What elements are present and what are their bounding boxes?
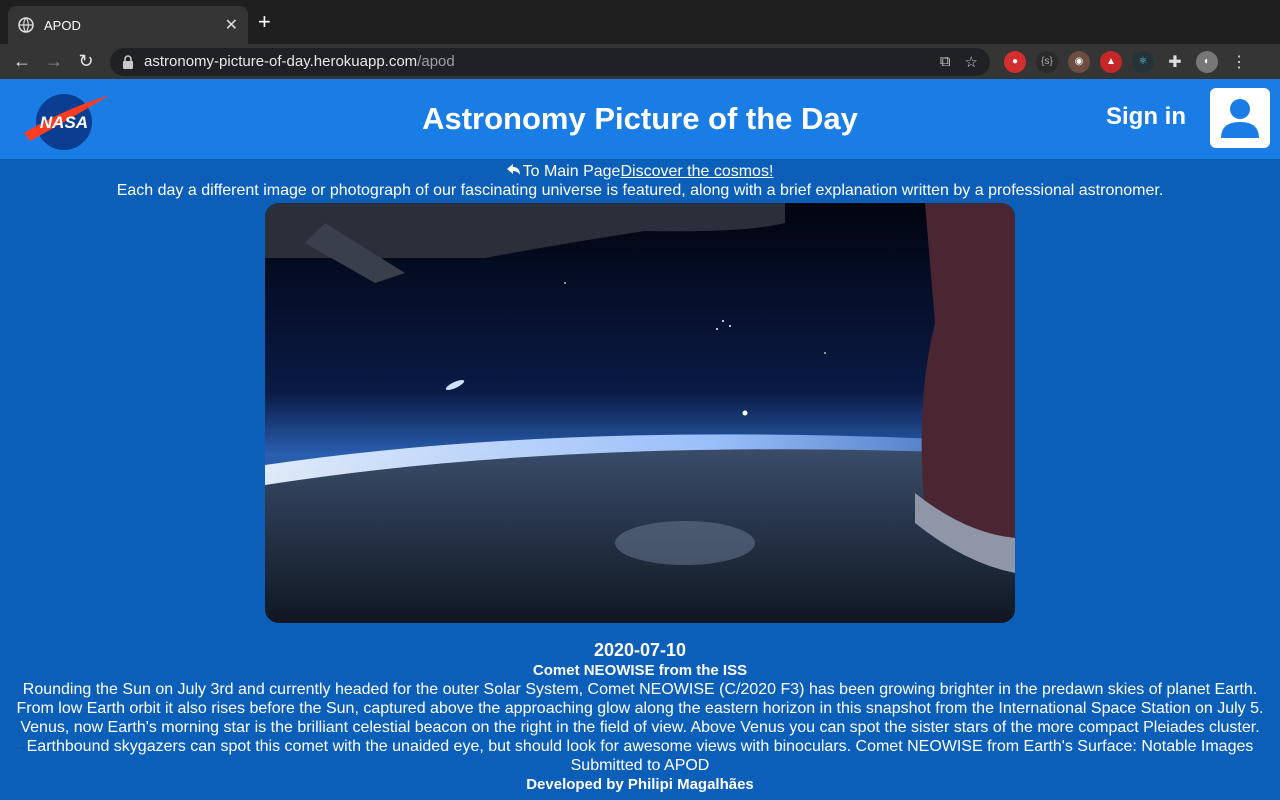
url-host: astronomy-picture-of-day.herokuapp.com (144, 53, 418, 70)
main-content: To Main PageDiscover the cosmos! Each da… (0, 159, 1280, 794)
app-header: NASA Astronomy Picture of the Day Sign i… (0, 79, 1280, 159)
nasa-logo[interactable]: NASA (20, 89, 112, 151)
page-title: Astronomy Picture of the Day (422, 101, 858, 136)
adblock-extension-icon[interactable]: ● (1004, 50, 1026, 73)
globe-icon (18, 17, 34, 33)
close-tab-icon[interactable]: ✕ (224, 17, 238, 34)
apod-image (265, 203, 1015, 623)
tab-title: APOD (44, 17, 81, 33)
apod-title: Comet NEOWISE from the ISS (532, 662, 748, 679)
discover-cosmos-link[interactable]: Discover the cosmos! (620, 163, 774, 180)
url-path: /apod (417, 53, 455, 70)
user-icon (1221, 99, 1259, 138)
developer-credit: Developed by Philipi Magalhães (526, 776, 754, 793)
sign-in-button[interactable]: Sign in (1106, 103, 1186, 130)
back-arrow-icon[interactable]: ← (13, 51, 31, 71)
browser-toolbar: ← → ↻ astronomy-picture-of-day.herokuapp… (0, 44, 1280, 79)
new-tab-button[interactable]: + (258, 9, 271, 34)
browser-tab[interactable]: APOD ✕ (8, 6, 248, 44)
browser-tab-bar: APOD ✕ + (0, 0, 1280, 44)
shield-extension-icon[interactable]: ▲ (1100, 50, 1122, 73)
forward-arrow-icon[interactable]: → (45, 51, 63, 71)
menu-kebab-icon[interactable]: ⋮ (1231, 53, 1247, 71)
bookmark-star-icon[interactable]: ☆ (964, 53, 978, 71)
apod-date: 2020-07-10 (593, 640, 687, 660)
address-bar[interactable]: astronomy-picture-of-day.herokuapp.com/a… (110, 47, 990, 76)
translate-icon[interactable]: ⧉ (939, 53, 951, 70)
lock-icon (123, 54, 133, 69)
main-page-link[interactable]: To Main Page (522, 163, 621, 180)
top-links: To Main PageDiscover the cosmos! (0, 159, 1280, 181)
user-avatar-button[interactable] (1210, 88, 1270, 148)
owl-extension-icon[interactable]: ◉ (1068, 50, 1090, 73)
nasa-logo-text: NASA (40, 113, 88, 132)
profile-avatar-icon[interactable]: ◐ (1196, 50, 1218, 73)
apod-explanation: Rounding the Sun on July 3rd and current… (16, 681, 1264, 774)
reload-icon[interactable]: ↻ (78, 51, 94, 71)
json-extension-icon[interactable]: {s} (1036, 50, 1058, 73)
back-arrow-icon[interactable] (506, 162, 521, 181)
intro-text: Each day a different image or photograph… (116, 182, 1164, 199)
puzzle-extensions-icon[interactable]: ✚ (1168, 53, 1182, 71)
extensions-area: ● {s} ◉ ▲ ⚛ ✚ ◐ ⋮ (1004, 50, 1250, 73)
react-devtools-icon[interactable]: ⚛ (1132, 50, 1154, 73)
